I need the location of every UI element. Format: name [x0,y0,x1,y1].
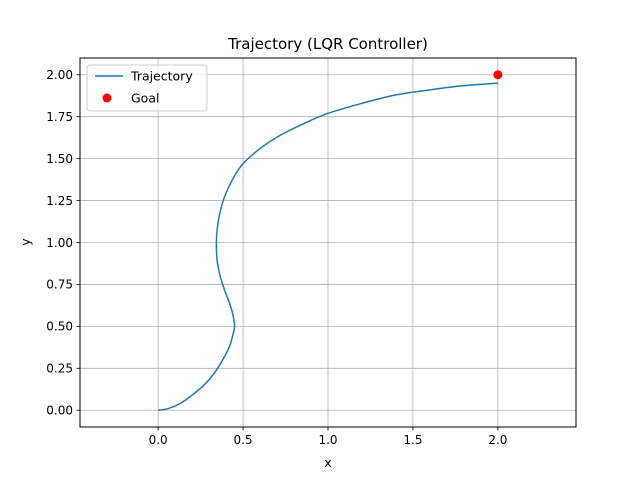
y-tick-label-0: 0.00 [46,404,73,418]
x-tick-label-4: 2.0 [488,433,507,447]
x-tick-label-3: 1.5 [403,433,422,447]
y-tick-label-5: 1.25 [46,194,73,208]
y-tick-label-4: 1.00 [46,236,73,250]
legend-goal-label: Goal [131,91,159,106]
x-axis-label: x [324,455,331,470]
x-tick-label-1: 0.5 [234,433,253,447]
x-tick-label-0: 0.0 [149,433,168,447]
y-tick-label-7: 1.75 [46,110,73,124]
y-tick-label-8: 2.00 [46,68,73,82]
series-trajectory-line [158,82,498,411]
y-tick-label-3: 0.75 [46,278,73,292]
y-axis-label: y [18,238,33,246]
y-tick-label-2: 0.50 [46,320,73,334]
y-tick-label-6: 1.50 [46,152,73,166]
y-tick-label-1: 0.25 [46,362,73,376]
goal-marker-0 [493,70,503,80]
chart-title: Trajectory (LQR Controller) [227,35,428,53]
legend-goal-swatch [102,93,112,103]
legend: Trajectory Goal [86,64,208,112]
legend-trajectory-label: Trajectory [130,69,193,84]
axis-ticks: 0.0 0.5 1.0 1.5 2.0 0.00 0.25 0.50 0.75 1.00 1.25 1… [46,68,507,447]
x-tick-label-2: 1.0 [318,433,337,447]
plot-data [158,70,503,411]
